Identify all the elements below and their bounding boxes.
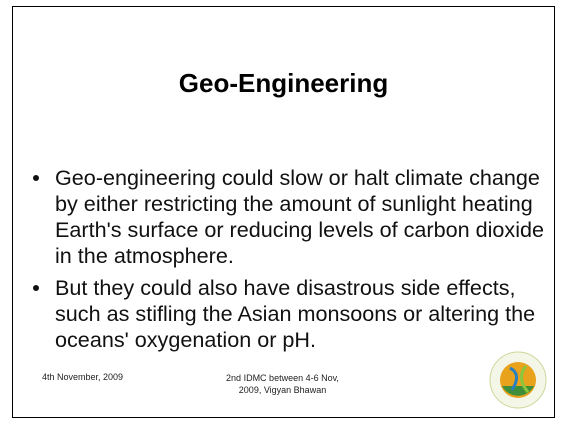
slide-frame — [12, 6, 555, 418]
bullet-list: Geo-engineering could slow or halt clima… — [30, 165, 555, 359]
slide-title: Geo-Engineering — [178, 68, 389, 98]
bullet-text: Geo-engineering could slow or halt clima… — [55, 165, 545, 268]
bullet-item: But they could also have disastrous side… — [33, 275, 555, 353]
footer-event: 2nd IDMC between 4-6 Nov, 2009, Vigyan B… — [226, 373, 339, 395]
logo-swirl — [520, 365, 530, 393]
bullet-dot — [33, 175, 39, 181]
logo — [489, 351, 547, 409]
bullet-text: But they could also have disastrous side… — [55, 275, 536, 352]
footer-date: 4th November, 2009 — [42, 372, 124, 382]
bullet-item: Geo-engineering could slow or halt clima… — [33, 165, 555, 269]
logo-swirl — [509, 366, 518, 391]
bullet-dot — [33, 285, 39, 291]
